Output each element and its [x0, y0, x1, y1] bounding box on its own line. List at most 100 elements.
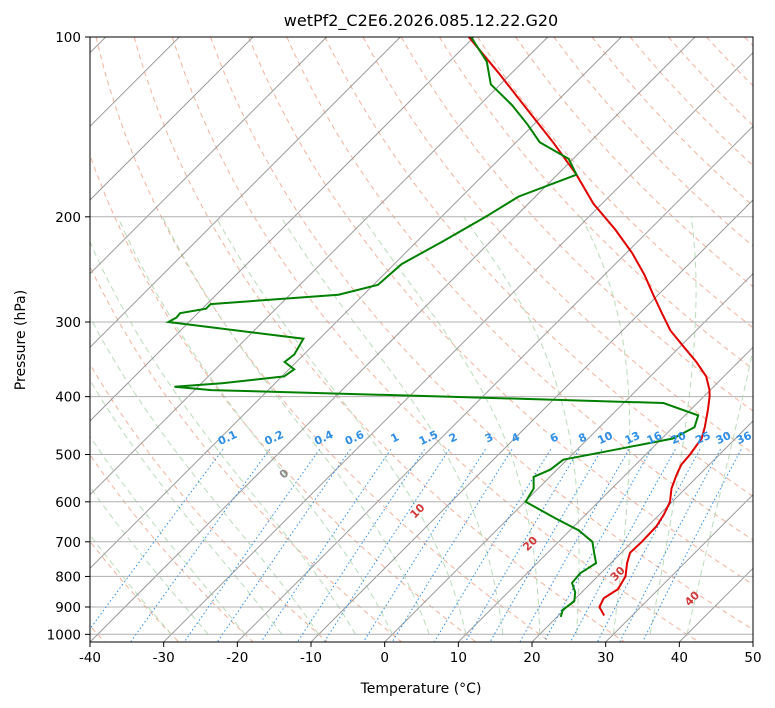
- mixing-ratio-label: 20: [669, 429, 689, 447]
- moist-adiabat-label: 0: [277, 466, 292, 481]
- moist-adiabat-label: 30: [608, 564, 628, 584]
- dry-adiabat-line: [744, 37, 753, 47]
- mixing-ratio-line: [433, 449, 552, 642]
- x-tick-label: 10: [450, 650, 467, 666]
- mixing-ratio-line: [183, 449, 321, 642]
- mixing-ratio-line: [619, 449, 721, 642]
- x-tick-label: -30: [153, 650, 175, 666]
- isotherm-line: [531, 420, 753, 642]
- mixing-ratio-line: [323, 449, 450, 642]
- isotherm-line: [457, 346, 753, 642]
- mixing-ratio-label: 0.1: [216, 428, 239, 448]
- dry-adiabat-line: [706, 37, 753, 87]
- mixing-ratio-line: [464, 449, 580, 642]
- mixing-ratio-label: 3: [483, 431, 495, 446]
- isotherm-line: [163, 51, 753, 642]
- y-tick-label: 600: [55, 495, 81, 511]
- x-tick-label: 40: [671, 650, 688, 666]
- mixing-ratio-label: 0.4: [312, 428, 335, 448]
- y-tick-label: 200: [55, 210, 81, 226]
- mixing-ratio-line: [362, 449, 486, 642]
- dry-adiabat-line: [133, 37, 626, 642]
- dewpoint-profile-line: [165, 37, 700, 618]
- dry-adiabat-line: [477, 37, 753, 329]
- y-tick-label: 500: [55, 448, 81, 464]
- mixing-ratio-line: [489, 449, 603, 642]
- moist-adiabat-label: 10: [408, 501, 428, 521]
- isotherm-line: [90, 37, 549, 496]
- mixing-ratio-label: 13: [623, 429, 642, 447]
- mixing-ratio-line: [642, 449, 742, 642]
- mixing-ratio-label: 0.6: [343, 428, 366, 448]
- dry-adiabat-line: [210, 37, 753, 631]
- moist-adiabat-line: [90, 534, 172, 635]
- y-tick-label: 400: [55, 390, 81, 406]
- mixing-ratio-label: 25: [693, 429, 712, 447]
- isotherm-line: [90, 37, 254, 201]
- isotherm-line: [90, 37, 696, 642]
- moist-adiabat-line: [90, 240, 356, 635]
- x-tick-label: -20: [226, 650, 248, 666]
- x-tick-label: -40: [79, 650, 101, 666]
- dry-adiabat-line: [90, 363, 329, 642]
- dry-adiabat-line: [90, 453, 254, 642]
- moist-adiabat-line: [117, 216, 393, 635]
- mixing-ratio-label: 1: [389, 431, 401, 446]
- mixing-ratio-label: 10: [596, 429, 616, 447]
- mixing-ratio-label: 6: [548, 430, 561, 445]
- y-tick-label: 800: [55, 569, 81, 585]
- mixing-ratio-label: 1.5: [417, 428, 440, 448]
- y-tick-label: 1000: [47, 627, 81, 643]
- chart-title: wetPf2_C2E6.2026.085.12.22.G20: [284, 11, 558, 31]
- x-tick-label: 20: [523, 650, 540, 666]
- plot-frame: [89, 36, 754, 643]
- y-tick-label: 700: [55, 535, 81, 551]
- dry-adiabat-line: [400, 37, 753, 412]
- isotherm-line: [90, 37, 475, 422]
- mixing-ratio-line: [216, 448, 351, 642]
- moist-adiabat-line: [90, 435, 246, 635]
- isotherm-line: [384, 272, 753, 642]
- y-tick-label: 900: [55, 600, 81, 616]
- isotherm-line: [90, 37, 622, 570]
- mixing-ratio-label: 30: [714, 429, 734, 447]
- mixing-ratio-line: [90, 448, 224, 630]
- moist-adiabat-label: 40: [682, 588, 702, 608]
- x-axis-label: Temperature (°C): [360, 681, 482, 697]
- mixing-ratio-label: 36: [734, 429, 754, 447]
- x-tick-label: 50: [744, 650, 761, 666]
- x-tick-label: 0: [380, 650, 389, 666]
- mixing-ratio-line: [391, 449, 513, 642]
- y-tick-label: 100: [55, 30, 81, 46]
- mixing-ratio-line: [260, 449, 392, 642]
- mixing-ratio-line: [296, 449, 426, 642]
- moist-adiabat-line: [90, 486, 209, 635]
- dry-adiabat-line: [591, 37, 753, 207]
- isotherm-line: [90, 37, 328, 275]
- moist-adiabat-line: [686, 347, 753, 635]
- mixing-ratio-label: 0.2: [263, 428, 286, 448]
- dry-adiabat-line: [629, 37, 753, 167]
- y-axis-label: Pressure (hPa): [13, 290, 29, 390]
- moist-adiabat-label: 20: [520, 533, 540, 553]
- dry-adiabat-line: [90, 154, 477, 642]
- moist-adiabat-line: [90, 316, 320, 635]
- isotherm-line: [310, 199, 753, 642]
- isotherm-line: [678, 567, 753, 642]
- dry-adiabat-line: [362, 37, 753, 455]
- dry-adiabat-line: [438, 37, 753, 370]
- x-tick-label: 30: [597, 650, 614, 666]
- dry-adiabat-line: [324, 37, 753, 497]
- dry-adiabat-line: [171, 37, 700, 642]
- mixing-ratio-label: 8: [576, 431, 588, 446]
- mixing-ratio-label: 2: [447, 431, 459, 446]
- dry-adiabat-line: [90, 540, 180, 642]
- dry-adiabat-line: [248, 37, 753, 586]
- dry-adiabat-line: [515, 37, 753, 288]
- isotherm-line: [236, 125, 753, 642]
- temperature-profile-line: [468, 37, 711, 616]
- y-tick-label: 300: [55, 315, 81, 331]
- isotherm-line: [752, 641, 753, 642]
- mixing-ratio-label: 16: [645, 429, 665, 447]
- x-tick-label: -10: [300, 650, 322, 666]
